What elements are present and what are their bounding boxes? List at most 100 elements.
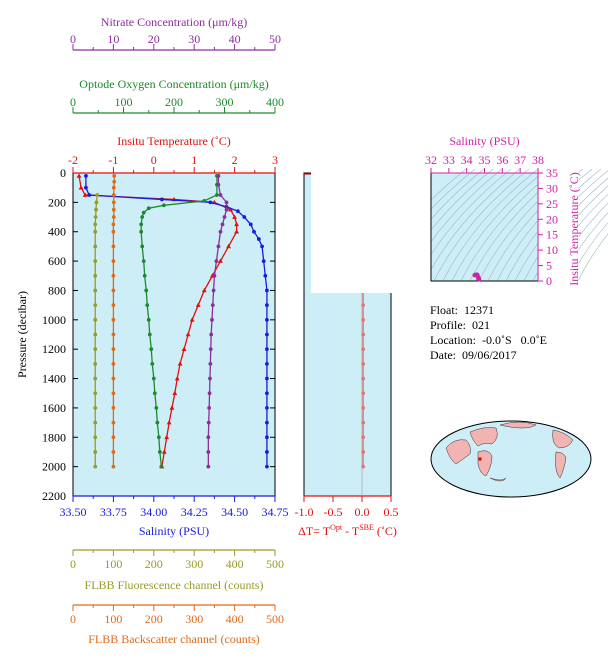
salinity-point bbox=[265, 391, 269, 396]
oxygen-point bbox=[140, 244, 145, 249]
temperature-point bbox=[234, 221, 240, 227]
ts-contour-mask-right bbox=[538, 153, 579, 293]
salinity-axis-title: Salinity (PSU) bbox=[139, 524, 209, 538]
salinity-tick-label: 34.50 bbox=[221, 505, 248, 519]
nitrate-point bbox=[218, 229, 223, 234]
salinity-point bbox=[265, 420, 269, 425]
salinity-point bbox=[87, 193, 92, 197]
backscatter-point bbox=[111, 420, 116, 425]
oxygen-point bbox=[215, 193, 219, 197]
temperature-tick-label: 2 bbox=[232, 153, 238, 167]
ts-temperature-tick-label: 0 bbox=[546, 274, 552, 288]
pressure-tick-label: 0 bbox=[60, 166, 66, 180]
salinity-point bbox=[265, 406, 269, 410]
backscatter-tick-label: 400 bbox=[226, 612, 244, 626]
backscatter-point bbox=[111, 222, 116, 227]
salinity-point bbox=[84, 185, 88, 190]
backscatter-tick-label: 500 bbox=[266, 612, 284, 626]
nitrate-point bbox=[209, 332, 214, 337]
oxygen-point bbox=[145, 303, 150, 308]
temperature-point bbox=[82, 192, 88, 197]
salinity-point bbox=[84, 174, 88, 178]
nitrate-point bbox=[206, 435, 211, 440]
nitrate-point bbox=[220, 222, 225, 227]
ts-salinity-tick-label: 37 bbox=[514, 153, 526, 167]
pressure-tick-label: 1000 bbox=[42, 313, 66, 327]
location: Location: -0.0˚S 0.0˚E bbox=[430, 333, 547, 347]
oxygen-point bbox=[140, 215, 145, 219]
temperature-point bbox=[161, 449, 167, 454]
fluorescence-point bbox=[93, 420, 98, 425]
ts-series-layer bbox=[472, 272, 482, 282]
salinity-point bbox=[265, 332, 269, 337]
fluorescence-point bbox=[93, 215, 98, 219]
ts-density-contours bbox=[311, 153, 608, 293]
temperature-tick-label: -2 bbox=[68, 153, 78, 167]
fluorescence-point bbox=[93, 464, 98, 469]
backscatter-point bbox=[112, 179, 117, 184]
oxygen-tick-label: 0 bbox=[70, 95, 76, 109]
backscatter-point bbox=[111, 332, 116, 337]
fluorescence-point bbox=[95, 193, 100, 197]
pressure-tick-label: 800 bbox=[48, 283, 66, 297]
backscatter-point bbox=[111, 185, 116, 190]
backscatter-point bbox=[111, 464, 116, 469]
fluorescence-tick-label: 0 bbox=[70, 557, 76, 571]
delta-tick-label: 0.5 bbox=[384, 505, 399, 519]
backscatter-axis-title: FLBB Backscatter channel (counts) bbox=[88, 632, 260, 646]
salinity-point bbox=[265, 376, 269, 381]
backscatter-point bbox=[111, 435, 116, 440]
oxygen-tick-label: 300 bbox=[216, 95, 234, 109]
fluorescence-point bbox=[93, 376, 98, 381]
temperature-point bbox=[189, 317, 195, 322]
nitrate-point bbox=[210, 317, 214, 322]
nitrate-point bbox=[216, 182, 221, 187]
fluorescence-tick-label: 500 bbox=[266, 557, 284, 571]
pressure-tick-label: 1600 bbox=[42, 401, 66, 415]
backscatter-point bbox=[111, 361, 116, 366]
ts-point bbox=[476, 276, 481, 281]
backscatter-point bbox=[111, 288, 116, 293]
salinity-point bbox=[265, 303, 269, 308]
nitrate-point bbox=[206, 464, 211, 469]
temperature-point bbox=[181, 346, 187, 351]
pressure-tick-label: 2000 bbox=[42, 460, 66, 474]
nitrate-point bbox=[206, 420, 211, 425]
ts-salinity-tick-label: 35 bbox=[479, 153, 491, 167]
temperature-point bbox=[177, 361, 183, 366]
fluorescence-point bbox=[93, 222, 98, 227]
ts-salinity-tick-label: 34 bbox=[461, 153, 473, 167]
nitrate-point bbox=[207, 391, 212, 396]
nitrate-point bbox=[224, 200, 229, 205]
main-plot-area bbox=[72, 172, 276, 497]
nitrate-point bbox=[208, 347, 213, 352]
temperature-point bbox=[78, 185, 84, 190]
salinity-point bbox=[159, 197, 164, 202]
temperature-axis-title: Insitu Temperature (˚C) bbox=[117, 134, 231, 148]
temperature-tick-label: 1 bbox=[191, 153, 197, 167]
pressure-tick-label: 600 bbox=[48, 254, 66, 268]
fluorescence-point bbox=[93, 259, 98, 263]
temperature-point bbox=[234, 229, 240, 234]
backscatter-tick-label: 200 bbox=[145, 612, 163, 626]
oxygen-point bbox=[147, 332, 152, 337]
ts-temperature-tick-label: 30 bbox=[546, 181, 558, 195]
oxygen-point bbox=[146, 317, 151, 322]
nitrate-point bbox=[222, 215, 227, 219]
salinity-point bbox=[265, 464, 269, 469]
salinity-point bbox=[263, 273, 268, 278]
oxygen-profile-line bbox=[140, 175, 218, 467]
ts-density-contour bbox=[424, 168, 521, 282]
ts-density-contour bbox=[577, 233, 608, 282]
temperature-tick-label: -1 bbox=[108, 153, 118, 167]
main-series-layer bbox=[76, 173, 269, 469]
oxygen-point bbox=[155, 420, 160, 425]
fluorescence-point bbox=[94, 207, 98, 212]
backscatter-point bbox=[111, 193, 116, 197]
delta-tick-label: 0.0 bbox=[355, 505, 370, 519]
float-info: Float: 12371 Profile: 021 Location: -0.0… bbox=[430, 303, 547, 363]
pressure-tick-label: 1200 bbox=[42, 342, 66, 356]
